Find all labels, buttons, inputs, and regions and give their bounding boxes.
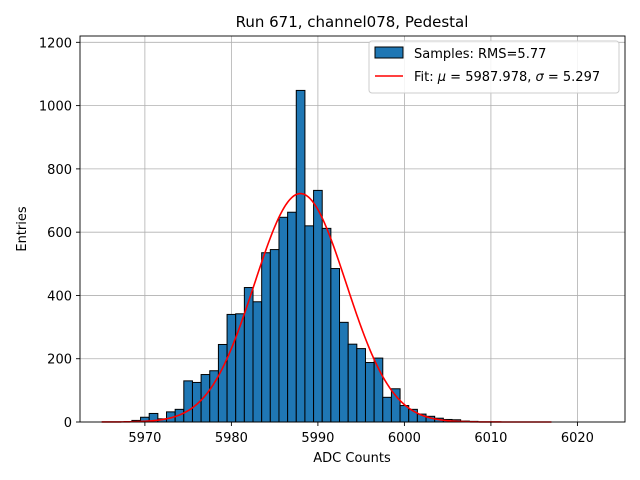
plot-frame — [79, 35, 626, 423]
x-tick-label: 5980 — [215, 431, 248, 446]
histogram-bar — [278, 216, 289, 423]
y-tick-label: 400 — [47, 289, 72, 304]
x-tick-label: 6000 — [388, 431, 421, 446]
x-tick-label: 5970 — [128, 431, 161, 446]
histogram-bar — [321, 227, 332, 423]
legend-fit-prefix: Fit: — [414, 70, 438, 85]
histogram-bar — [287, 211, 297, 423]
histogram-bar — [390, 388, 401, 423]
x-tick-label: 5990 — [301, 431, 334, 446]
histogram-bar — [339, 321, 349, 423]
x-axis-label: ADC Counts — [313, 451, 391, 466]
histogram-bar — [364, 362, 375, 423]
histogram-bar — [217, 343, 228, 423]
histogram-bar — [226, 313, 237, 423]
chart-title: Run 671, channel078, Pedestal — [236, 13, 469, 31]
histogram-bar — [313, 189, 323, 423]
legend-fit-mu-value: = 5987.978, — [446, 70, 535, 85]
histogram-bar — [347, 343, 358, 423]
y-tick-label: 1000 — [39, 100, 72, 115]
histogram-bar — [304, 225, 315, 423]
histogram-bar — [295, 89, 306, 423]
legend-histogram-label: Samples: RMS=5.77 — [414, 47, 546, 62]
histogram-bar — [330, 268, 341, 423]
x-tick-label: 6010 — [474, 431, 507, 446]
y-axis-label: Entries — [15, 206, 30, 252]
histogram-bar — [269, 249, 280, 423]
legend-fit-sigma-symbol: σ — [536, 70, 545, 85]
legend-histogram-swatch — [374, 46, 404, 59]
legend-box — [368, 40, 620, 94]
legend: Samples: RMS=5.77 Fit: μ = 5987.978, σ =… — [368, 40, 620, 94]
y-tick-label: 600 — [47, 226, 72, 241]
histogram-bar — [235, 313, 245, 423]
y-tick-label: 200 — [47, 353, 72, 368]
histogram-bar — [261, 252, 271, 423]
y-tick-label: 1200 — [39, 36, 72, 51]
x-tick-label: 6020 — [561, 431, 594, 446]
x-axis-ticks: 5970 5980 5990 6000 6010 6020 — [128, 422, 594, 446]
histogram-bar — [252, 301, 263, 423]
legend-fit-sigma-value: = 5.297 — [544, 70, 600, 85]
y-tick-label: 0 — [64, 416, 72, 431]
y-axis-ticks: 0 200 400 600 800 1000 1200 — [39, 36, 80, 431]
histogram-bar — [382, 396, 392, 423]
histogram-bar — [356, 348, 366, 423]
y-tick-label: 800 — [47, 163, 72, 178]
histogram-bar — [183, 380, 193, 423]
legend-fit-mu-symbol: μ — [437, 70, 446, 85]
legend-fit-label: Fit: μ = 5987.978, σ = 5.297 — [414, 70, 600, 85]
